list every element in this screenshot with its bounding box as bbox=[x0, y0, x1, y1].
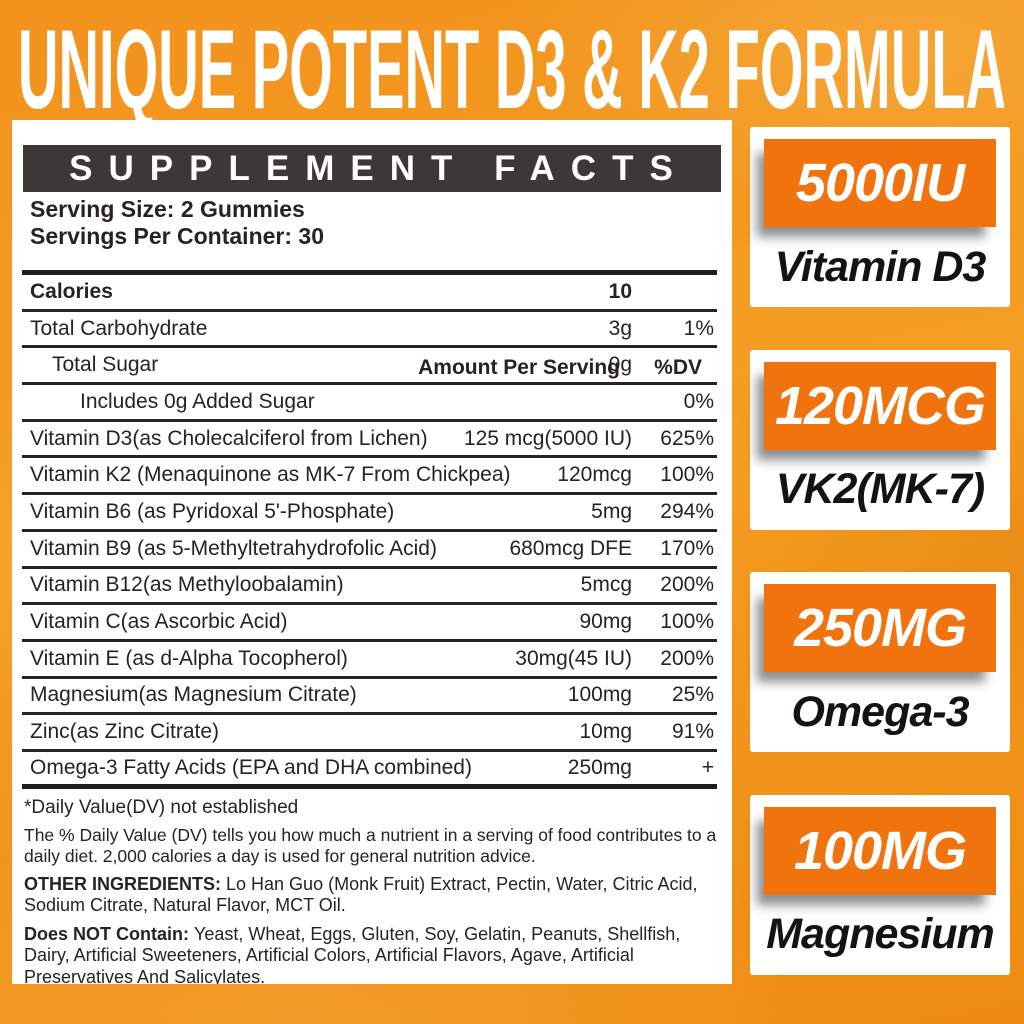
highlight-card: 100MG Magnesium bbox=[750, 794, 1010, 975]
nutrient-amount: 120mcg bbox=[557, 463, 632, 487]
nutrient-dv: 0% bbox=[683, 389, 714, 413]
highlight-card: 250MG Omega-3 bbox=[750, 572, 1010, 753]
nutrient-label: Vitamin C(as Ascorbic Acid) bbox=[30, 610, 288, 634]
nutrient-dv: 625% bbox=[660, 426, 714, 450]
nutrient-dv: 100% bbox=[660, 463, 714, 487]
dv-footnote: *Daily Value(DV) not established bbox=[24, 796, 299, 818]
nutrient-dv: 294% bbox=[660, 499, 714, 523]
nutrient-dv: + bbox=[701, 755, 714, 779]
nutrient-label: Total Carbohydrate bbox=[30, 316, 208, 340]
does-not-contain: Does NOT Contain: Yeast, Wheat, Eggs, Glu… bbox=[24, 924, 717, 984]
nutrient-label: Zinc(as Zinc Citrate) bbox=[30, 720, 220, 744]
table-row: Vitamin B9 (as 5-Methyltetrahydrofolic A… bbox=[22, 532, 717, 569]
table-row: Vitamin B6 (as Pyridoxal 5'-Phosphate) 5… bbox=[22, 495, 717, 532]
nutrient-label: Calories bbox=[30, 279, 113, 303]
supplement-facts-heading: SUPPLEMENT FACTS bbox=[23, 145, 721, 192]
highlight-card: 120MCG VK2(MK-7) bbox=[750, 349, 1010, 530]
table-row: Omega-3 Fatty Acids (EPA and DHA combine… bbox=[22, 752, 717, 789]
supplement-facts-panel: SUPPLEMENT FACTS Serving Size: 2 Gummies… bbox=[12, 120, 732, 984]
nutrient-label: Total Sugar bbox=[52, 353, 159, 377]
highlight-card-name: Magnesium bbox=[766, 910, 995, 959]
table-row: Calories 10 bbox=[22, 275, 717, 312]
header-banner: UNIQUE POTENT D3 & K2 FORMULA bbox=[18, 7, 1006, 120]
nutrient-dv: 200% bbox=[660, 573, 714, 597]
nutrient-label: Vitamin E (as d-Alpha Tocopherol) bbox=[30, 646, 348, 670]
nutrient-amount: 250mg bbox=[567, 755, 632, 779]
nutrient-dv: 91% bbox=[671, 720, 714, 744]
nutrient-amount: 680mcg DFE bbox=[509, 536, 632, 560]
highlight-card-amount: 100MG bbox=[764, 806, 996, 895]
table-row: Vitamin D3(as Cholecalciferol from Liche… bbox=[22, 422, 717, 459]
does-not-contain-text: Yeast, Wheat, Eggs, Gluten, Soy, Gelatin… bbox=[24, 923, 681, 984]
nutrient-label: Vitamin B9 (as 5-Methyltetrahydrofolic A… bbox=[30, 536, 437, 560]
nutrient-label: Vitamin K2 (Menaquinone as MK-7 From Chi… bbox=[30, 463, 511, 487]
highlight-card-amount: 120MCG bbox=[764, 361, 996, 450]
highlight-cards: 5000IU Vitamin D3 120MCG VK2(MK-7) 250MG… bbox=[750, 127, 1010, 975]
table-row: Total Sugar 0g bbox=[22, 348, 717, 386]
table-row: Vitamin B12(as Methyloobalamin) 5mcg 200… bbox=[22, 569, 717, 606]
nutrient-label: Magnesium(as Magnesium Citrate) bbox=[30, 683, 357, 707]
header-divider bbox=[22, 270, 717, 275]
nutrient-dv: 25% bbox=[671, 683, 714, 707]
nutrient-label: Vitamin B12(as Methyloobalamin) bbox=[30, 573, 344, 597]
nutrient-dv: 1% bbox=[683, 316, 714, 340]
nutrient-amount: 5mg bbox=[591, 499, 632, 523]
table-row: Total Carbohydrate 3g 1% bbox=[22, 312, 717, 349]
other-ingredients-label: OTHER INGREDIENTS: bbox=[24, 873, 222, 894]
nutrient-amount: 5mcg bbox=[580, 573, 632, 597]
nutrient-amount: 3g bbox=[608, 316, 632, 340]
nutrient-dv: 100% bbox=[660, 610, 714, 634]
table-row: Vitamin C(as Ascorbic Acid) 90mg 100% bbox=[22, 605, 717, 642]
nutrient-dv: 170% bbox=[660, 536, 714, 560]
table-row: Zinc(as Zinc Citrate) 10mg 91% bbox=[22, 715, 717, 752]
other-ingredients-text: Lo Han Guo (Monk Fruit) Extract, Pectin,… bbox=[24, 873, 698, 916]
table-row: Vitamin E (as d-Alpha Tocopherol) 30mg(4… bbox=[22, 642, 717, 679]
serving-info: Serving Size: 2 Gummies Servings Per Con… bbox=[30, 196, 714, 250]
nutrient-amount: 100mg bbox=[567, 683, 632, 707]
nutrient-amount: 90mg bbox=[579, 610, 632, 634]
nutrient-table: Calories 10 Total Carbohydrate 3g 1% Tot… bbox=[22, 275, 717, 789]
nutrient-amount: 10 bbox=[608, 279, 632, 303]
highlight-card-amount: 250MG bbox=[764, 584, 996, 673]
nutrient-label: Omega-3 Fatty Acids (EPA and DHA combine… bbox=[30, 755, 472, 779]
highlight-card-name: Vitamin D3 bbox=[774, 242, 987, 291]
servings-per-container: Servings Per Container: 30 bbox=[30, 223, 324, 249]
highlight-card-name: VK2(MK-7) bbox=[775, 465, 985, 514]
table-row: Vitamin K2 (Menaquinone as MK-7 From Chi… bbox=[22, 458, 717, 496]
nutrient-label: Vitamin B6 (as Pyridoxal 5'-Phosphate) bbox=[30, 499, 395, 523]
highlight-card: 5000IU Vitamin D3 bbox=[750, 127, 1010, 307]
column-header-dv: %DV bbox=[654, 356, 702, 379]
highlight-card-amount: 5000IU bbox=[764, 139, 996, 227]
nutrient-label: Includes 0g Added Sugar bbox=[80, 389, 315, 413]
serving-size: Serving Size: 2 Gummies bbox=[30, 196, 305, 222]
daily-value-note: The % Daily Value (DV) tells you how muc… bbox=[24, 824, 717, 866]
other-ingredients: OTHER INGREDIENTS: Lo Han Guo (Monk Fruit… bbox=[24, 874, 717, 917]
table-row: Magnesium(as Magnesium Citrate) 100mg 25… bbox=[22, 679, 717, 716]
page-title: UNIQUE POTENT D3 & K2 FORMULA bbox=[18, 7, 1006, 120]
highlight-card-name: Omega-3 bbox=[791, 687, 969, 736]
nutrient-amount: 0g bbox=[608, 353, 632, 377]
nutrient-dv: 200% bbox=[660, 646, 714, 670]
nutrient-label: Vitamin D3(as Cholecalciferol from Liche… bbox=[30, 426, 428, 450]
nutrient-amount: 30mg(45 IU) bbox=[515, 646, 632, 670]
table-row: Includes 0g Added Sugar 0% bbox=[22, 385, 717, 422]
nutrient-amount: 10mg bbox=[579, 720, 632, 744]
does-not-contain-label: Does NOT Contain: bbox=[24, 923, 189, 944]
column-header-amount: Amount Per Serving bbox=[418, 356, 620, 379]
nutrient-amount: 125 mcg(5000 IU) bbox=[463, 426, 632, 450]
